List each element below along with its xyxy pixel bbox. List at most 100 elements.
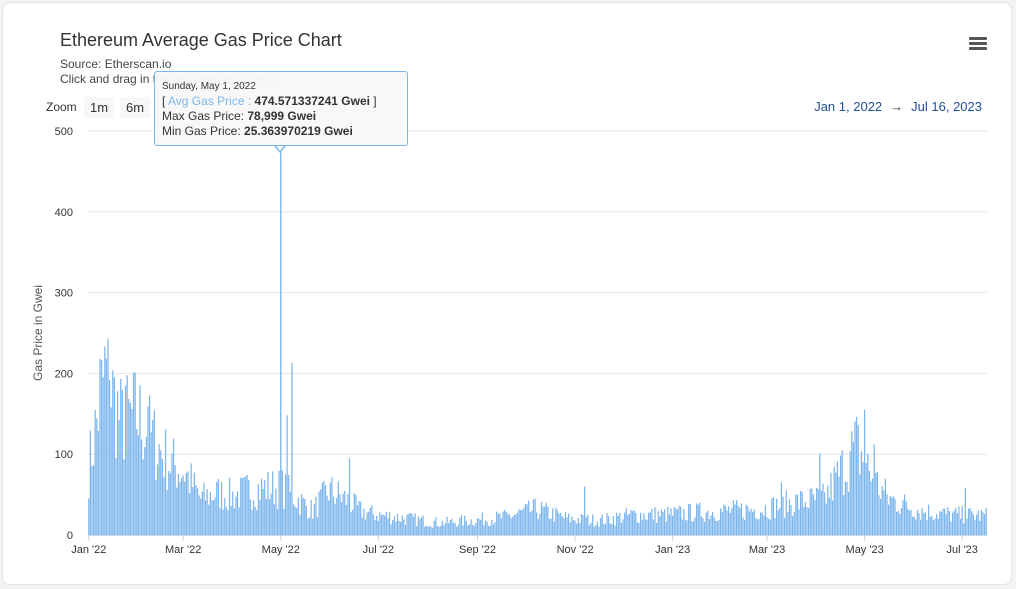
data-bar[interactable] <box>452 523 455 535</box>
data-bar[interactable] <box>515 514 517 535</box>
data-bar[interactable] <box>430 526 432 535</box>
data-bar[interactable] <box>616 512 618 535</box>
data-bar[interactable] <box>96 418 98 535</box>
data-bar[interactable] <box>225 507 227 535</box>
data-bar[interactable] <box>715 520 717 535</box>
data-bar[interactable] <box>779 507 781 535</box>
data-bar[interactable] <box>598 526 600 535</box>
data-bar[interactable] <box>417 516 419 535</box>
data-bar[interactable] <box>462 525 464 535</box>
data-bar[interactable] <box>568 513 570 535</box>
data-bar[interactable] <box>297 497 299 535</box>
data-bar[interactable] <box>697 504 699 535</box>
data-bar[interactable] <box>451 518 453 535</box>
data-bar[interactable] <box>201 491 203 535</box>
data-bar[interactable] <box>951 512 954 535</box>
data-bar[interactable] <box>115 458 117 535</box>
data-bar[interactable] <box>139 385 141 535</box>
data-bar[interactable] <box>921 508 923 535</box>
data-bar[interactable] <box>196 488 199 535</box>
data-bar[interactable] <box>257 484 259 535</box>
data-bar[interactable] <box>710 515 712 535</box>
data-bar[interactable] <box>360 501 362 535</box>
data-bar[interactable] <box>569 522 571 535</box>
data-bar[interactable] <box>790 505 792 535</box>
data-bar[interactable] <box>212 500 215 535</box>
data-bar[interactable] <box>388 512 391 535</box>
data-bar[interactable] <box>424 526 426 535</box>
data-bar[interactable] <box>910 509 912 535</box>
data-bar[interactable] <box>366 512 368 535</box>
data-bar[interactable] <box>736 500 738 535</box>
data-bar[interactable] <box>884 478 887 535</box>
data-bar[interactable] <box>302 497 304 535</box>
data-bar[interactable] <box>595 525 597 535</box>
data-bar[interactable] <box>233 508 235 535</box>
data-bar[interactable] <box>398 520 400 535</box>
data-bar[interactable] <box>376 515 378 535</box>
data-bar[interactable] <box>748 511 751 535</box>
data-bar[interactable] <box>899 513 901 535</box>
data-bar[interactable] <box>121 389 123 535</box>
data-bar[interactable] <box>945 514 947 535</box>
data-bar[interactable] <box>160 450 162 535</box>
data-bar[interactable] <box>855 416 858 535</box>
data-bar[interactable] <box>264 480 266 535</box>
data-bar[interactable] <box>379 512 381 535</box>
data-bar[interactable] <box>956 513 959 535</box>
data-bar[interactable] <box>894 498 896 535</box>
data-bar[interactable] <box>934 518 936 535</box>
data-bar[interactable] <box>584 486 586 535</box>
data-bar[interactable] <box>903 494 906 535</box>
data-bar[interactable] <box>499 513 501 535</box>
data-bar[interactable] <box>630 510 632 535</box>
data-bar[interactable] <box>958 506 960 535</box>
data-bar[interactable] <box>937 518 939 535</box>
data-bar[interactable] <box>385 511 387 535</box>
data-bar[interactable] <box>911 516 914 535</box>
data-bar[interactable] <box>668 514 671 535</box>
data-bar[interactable] <box>696 503 698 535</box>
data-bar[interactable] <box>643 513 645 535</box>
data-bar[interactable] <box>460 515 463 535</box>
data-bar[interactable] <box>126 375 128 535</box>
data-bar[interactable] <box>750 508 752 535</box>
data-bar[interactable] <box>940 511 943 535</box>
data-bar[interactable] <box>204 500 207 535</box>
data-bar[interactable] <box>628 513 631 535</box>
data-bar[interactable] <box>211 500 213 535</box>
data-bar[interactable] <box>544 506 546 535</box>
data-bar[interactable] <box>905 501 907 535</box>
data-bar[interactable] <box>644 519 647 535</box>
data-bar[interactable] <box>158 443 160 535</box>
data-bar[interactable] <box>161 459 163 535</box>
data-bar[interactable] <box>216 481 218 535</box>
data-bar[interactable] <box>646 519 648 535</box>
data-bar[interactable] <box>902 500 904 535</box>
data-bar[interactable] <box>793 512 795 535</box>
data-bar[interactable] <box>571 516 573 535</box>
data-bar[interactable] <box>825 503 827 535</box>
data-bar[interactable] <box>518 509 520 535</box>
data-bar[interactable] <box>926 520 928 535</box>
data-bar[interactable] <box>600 517 602 535</box>
data-bar[interactable] <box>403 519 405 535</box>
data-bar[interactable] <box>875 472 877 535</box>
data-bar[interactable] <box>145 436 147 535</box>
data-bar[interactable] <box>342 493 344 535</box>
data-bar[interactable] <box>804 502 807 535</box>
data-bar[interactable] <box>961 506 963 535</box>
data-bar[interactable] <box>795 494 797 535</box>
data-bar[interactable] <box>316 517 319 535</box>
data-bar[interactable] <box>915 519 917 535</box>
data-bar[interactable] <box>467 525 469 535</box>
data-bar[interactable] <box>827 485 829 535</box>
data-bar[interactable] <box>943 508 946 535</box>
data-bar[interactable] <box>456 526 458 535</box>
data-bar[interactable] <box>846 481 848 535</box>
data-bar[interactable] <box>408 514 410 535</box>
data-bar[interactable] <box>812 494 815 535</box>
data-bar[interactable] <box>774 518 776 535</box>
data-bar[interactable] <box>831 500 834 535</box>
data-bar[interactable] <box>700 516 703 535</box>
